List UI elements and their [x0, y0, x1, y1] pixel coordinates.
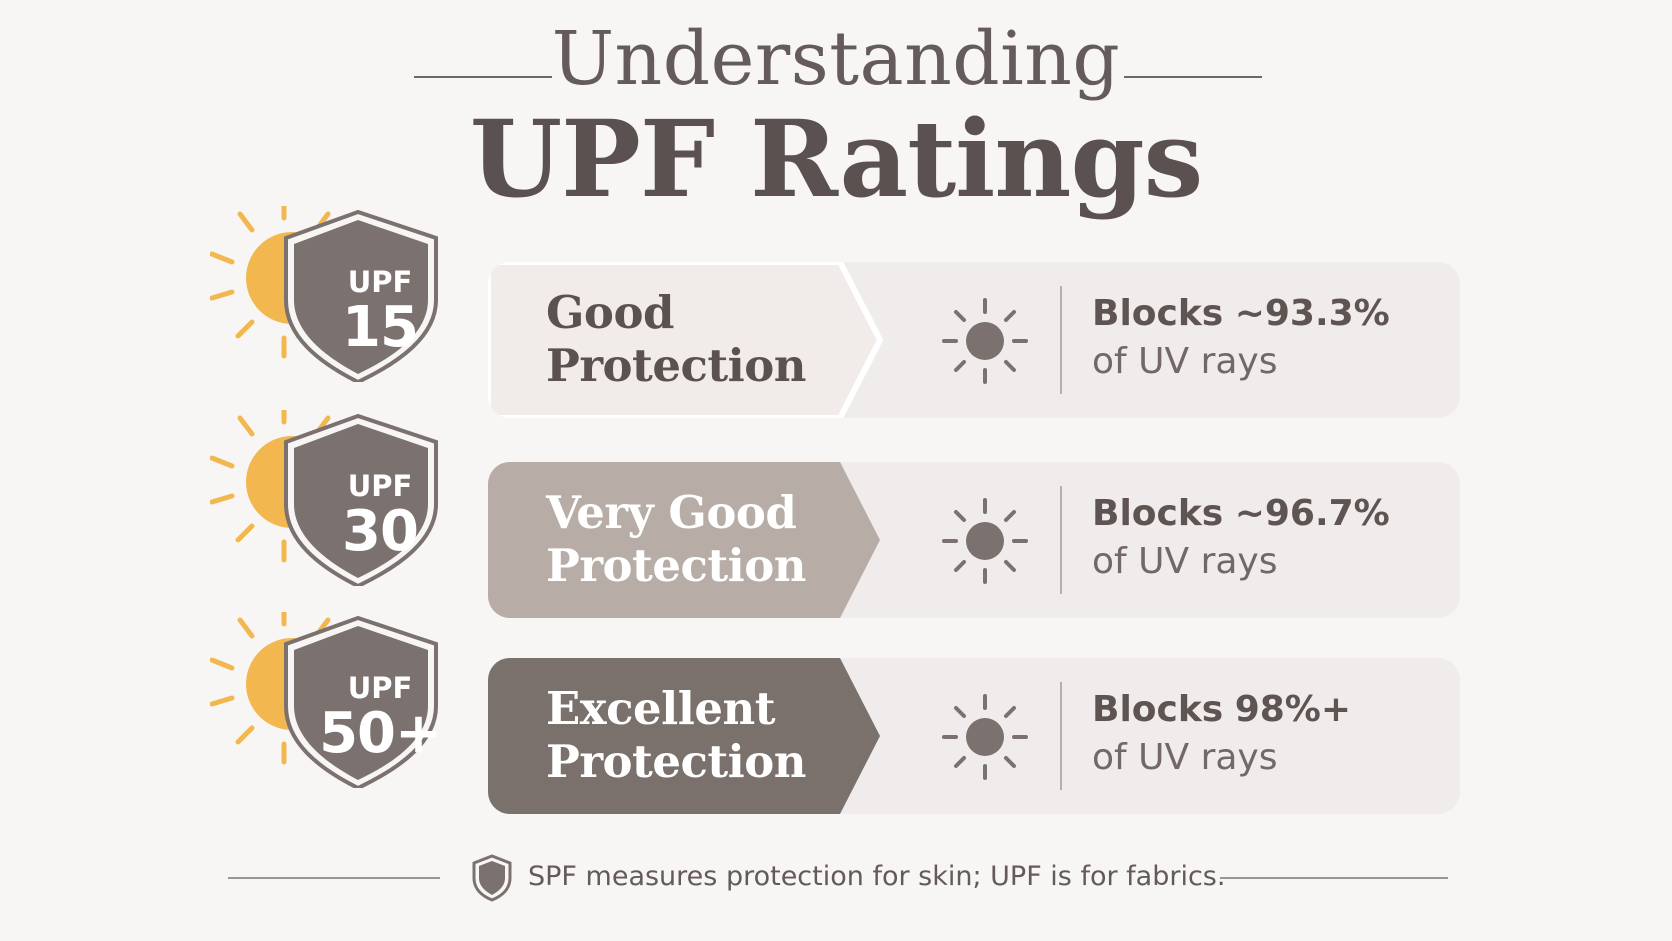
- blocks-word: Blocks: [1092, 689, 1224, 730]
- rating-label-line2: Protection: [546, 735, 807, 788]
- divider: [1060, 486, 1062, 594]
- footer-rule-right: [1220, 877, 1448, 879]
- sun-icon: [942, 298, 1028, 384]
- badge-prefix: UPF: [347, 671, 413, 705]
- blocks-value: 98%+: [1234, 689, 1352, 730]
- sun-shield-icon: [210, 206, 438, 382]
- badge-prefix: UPF: [347, 469, 413, 503]
- upf-badge: UPF 15: [210, 206, 470, 382]
- footer-rule-left: [228, 877, 440, 879]
- shield-icon: [472, 854, 512, 902]
- badge-value: 15: [342, 295, 419, 360]
- blocks-text: Blocks ~96.7% of UV rays: [1092, 490, 1390, 586]
- rating-label-line2: Protection: [546, 339, 807, 392]
- rating-label-line1: Good: [546, 286, 674, 339]
- sun-shield-icon: [210, 612, 438, 788]
- rating-label: Excellent Protection: [546, 682, 807, 788]
- upf-badge: UPF 30: [210, 410, 470, 586]
- rating-row-upf-50: UPF 50+ Excellent Protection Blo: [0, 612, 1672, 814]
- rating-row-upf-30: UPF 30 Very Good Protection Bloc: [0, 410, 1672, 618]
- rating-arrow: [488, 262, 884, 418]
- rating-label-line1: Excellent: [546, 682, 775, 735]
- sun-icon: [942, 498, 1028, 584]
- badge-value: 30: [342, 499, 419, 564]
- title-rule-left: [414, 76, 552, 78]
- upf-badge: UPF 50+: [210, 612, 470, 788]
- blocks-suffix: of UV rays: [1092, 541, 1278, 582]
- blocks-value: ~93.3%: [1234, 293, 1390, 334]
- blocks-suffix: of UV rays: [1092, 341, 1278, 382]
- blocks-word: Blocks: [1092, 493, 1224, 534]
- title-rule-right: [1124, 76, 1262, 78]
- rating-card: Very Good Protection Blocks ~96.7% of UV…: [488, 462, 1460, 618]
- rating-label-line2: Protection: [546, 539, 807, 592]
- badge-value: 50+: [319, 701, 442, 766]
- footer-note: SPF measures protection for skin; UPF is…: [528, 861, 1226, 892]
- blocks-word: Blocks: [1092, 293, 1224, 334]
- sun-icon: [942, 694, 1028, 780]
- badge-prefix: UPF: [347, 265, 413, 299]
- blocks-suffix: of UV rays: [1092, 737, 1278, 778]
- blocks-text: Blocks 98%+ of UV rays: [1092, 686, 1351, 782]
- divider: [1060, 286, 1062, 394]
- rating-row-upf-15: UPF 15 Good Protection Blocks: [0, 206, 1672, 418]
- page-title: UPF Ratings: [469, 96, 1204, 221]
- rating-arrow: [488, 658, 880, 814]
- divider: [1060, 682, 1062, 790]
- rating-card: Excellent Protection Blocks 98%+ of UV r…: [488, 658, 1460, 814]
- title-top: Understanding: [551, 16, 1121, 102]
- sun-shield-icon: [210, 410, 438, 586]
- rating-card: Good Protection Blocks ~93.3% of UV rays: [488, 262, 1460, 418]
- rating-arrow: [488, 462, 880, 618]
- blocks-text: Blocks ~93.3% of UV rays: [1092, 290, 1390, 386]
- rating-label: Very Good Protection: [546, 486, 807, 592]
- rating-label: Good Protection: [546, 286, 807, 392]
- rating-label-line1: Very Good: [546, 486, 797, 539]
- blocks-value: ~96.7%: [1234, 493, 1390, 534]
